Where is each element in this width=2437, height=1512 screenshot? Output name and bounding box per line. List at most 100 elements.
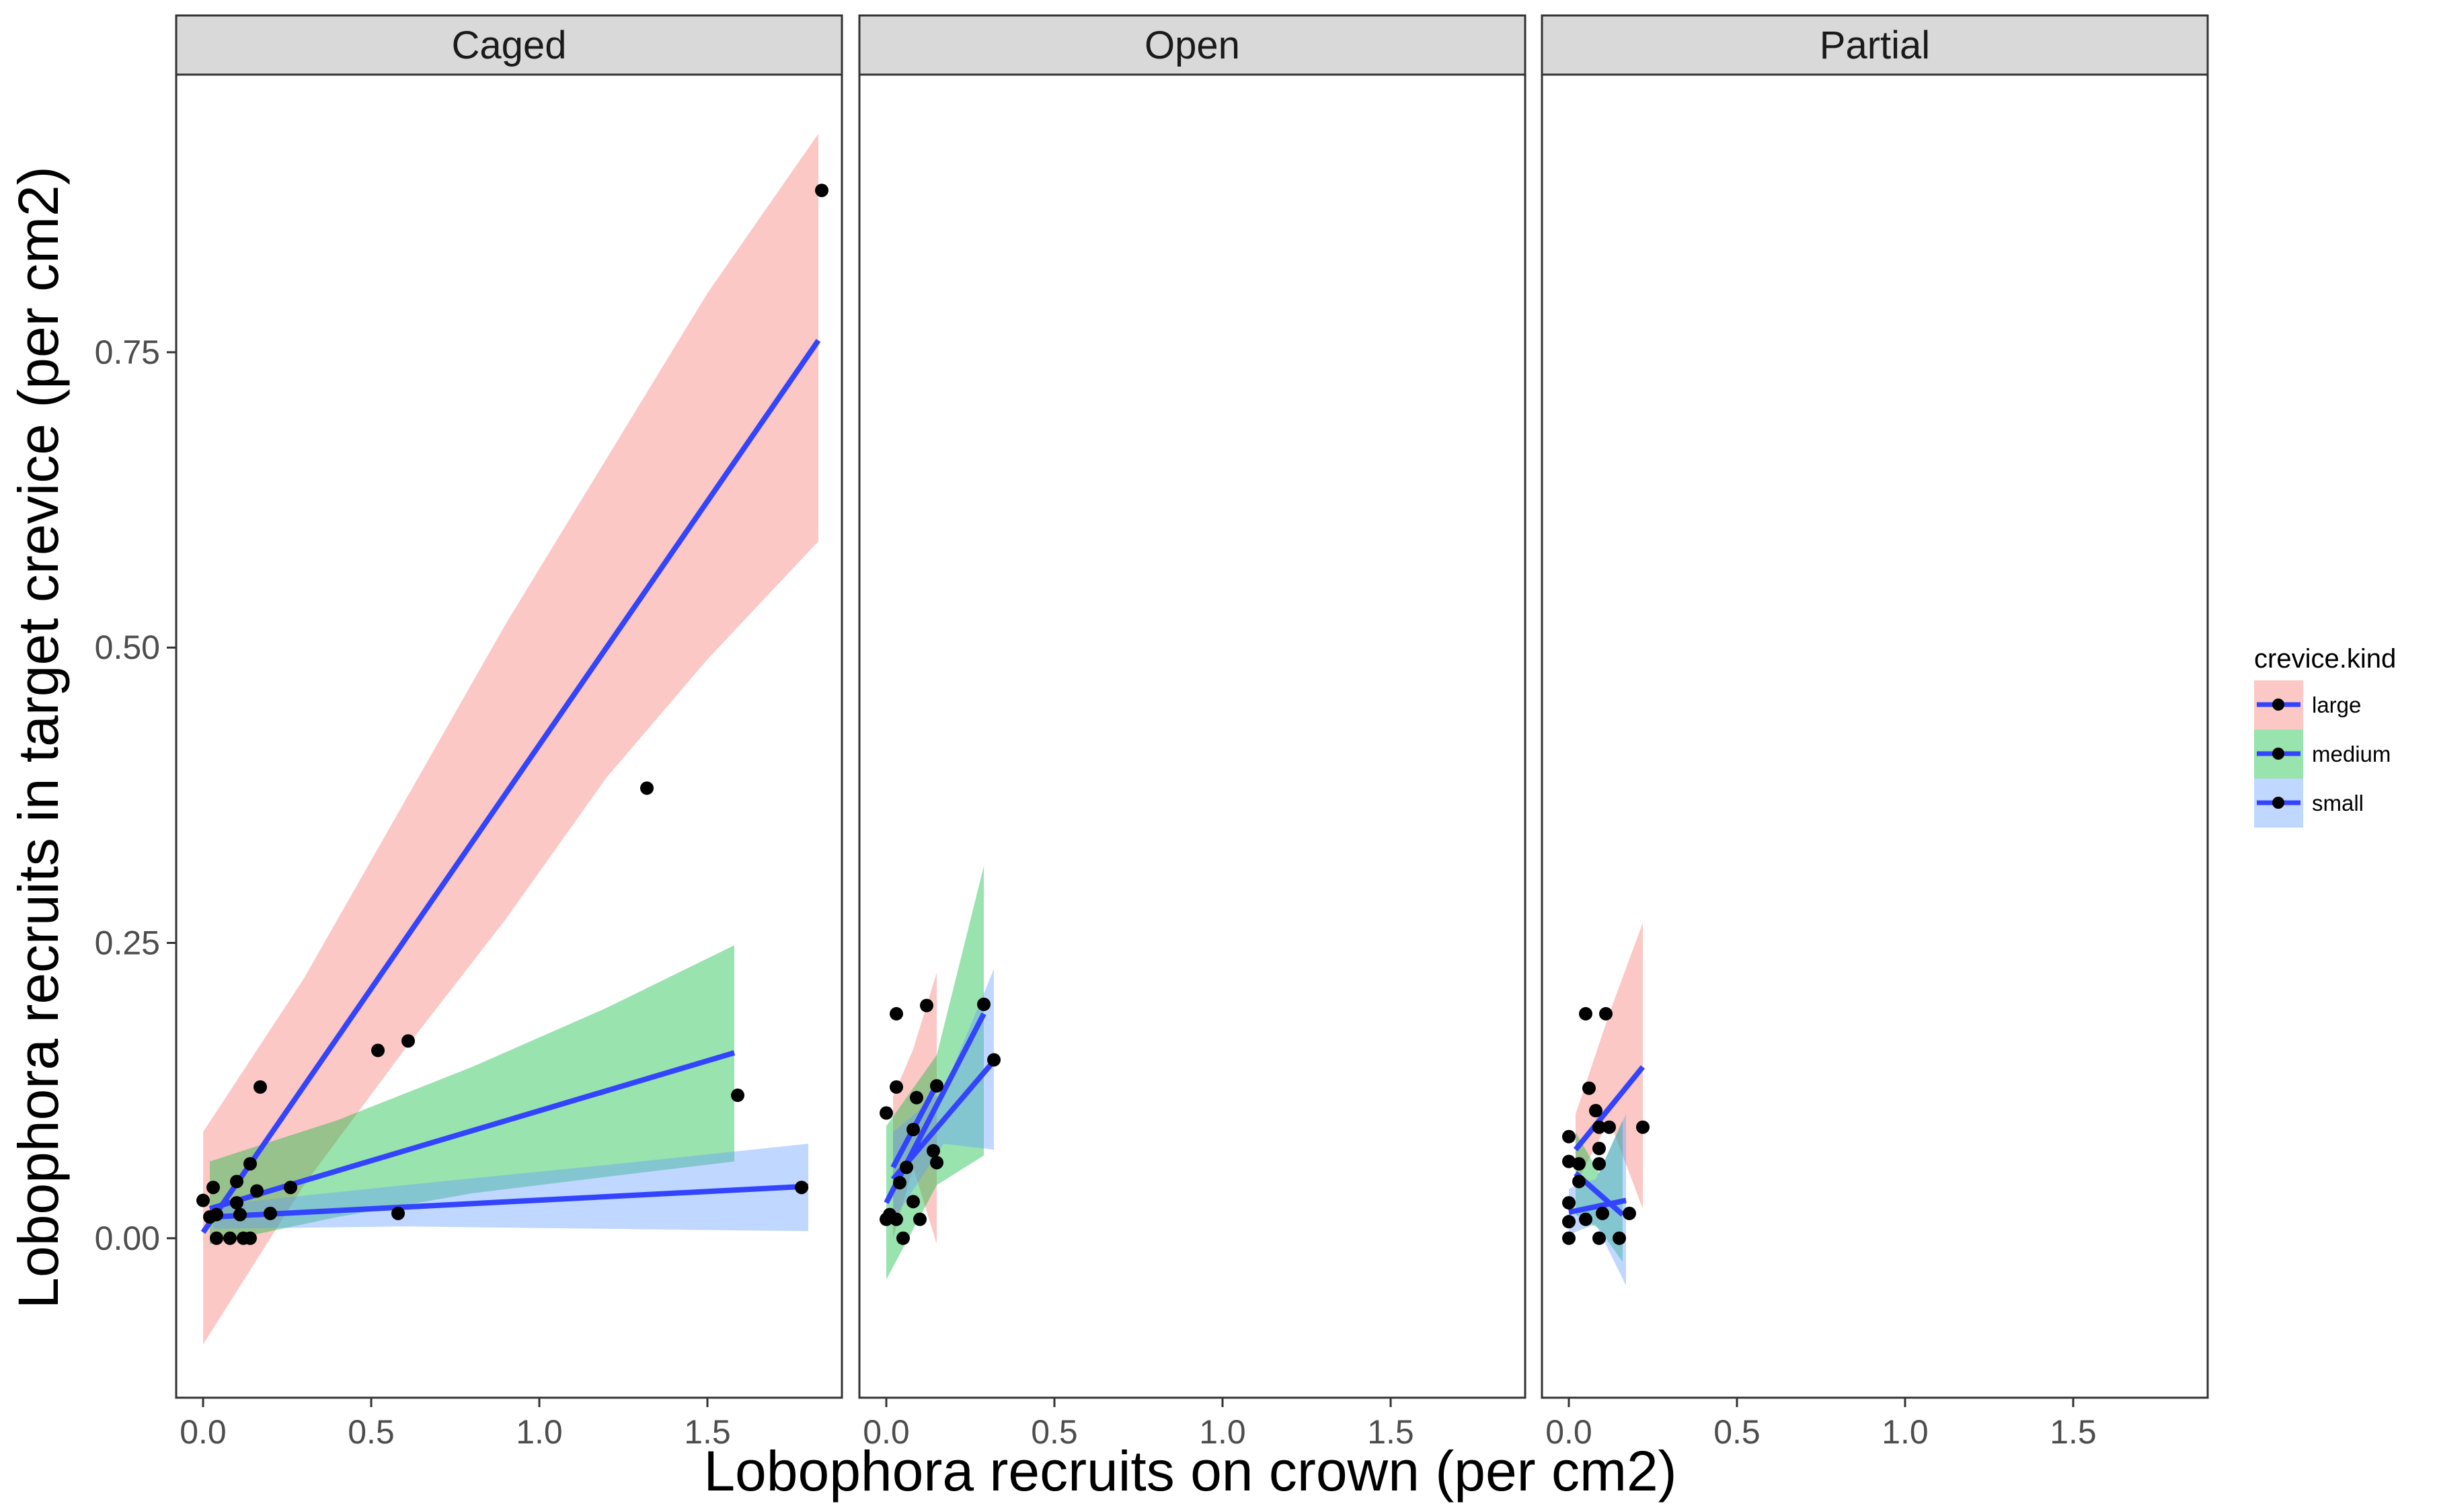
point-open-large-4 — [910, 1090, 923, 1105]
point-partial-small-2 — [1562, 1215, 1576, 1229]
point-open-small-0 — [880, 1212, 893, 1226]
y-tick-label-0: 0.00 — [95, 1220, 160, 1257]
point-partial-large-5 — [1599, 1006, 1613, 1021]
legend: crevice.kind large medium small — [2254, 644, 2396, 828]
point-open-large-2 — [890, 1080, 903, 1094]
panel-content-partial — [1562, 922, 1650, 1286]
panel-partial: Partial 0.0 0.5 1.0 1.5 — [1541, 14, 2209, 1451]
panel-border-partial — [1541, 73, 2209, 1399]
point-caged-large-2 — [206, 1181, 220, 1195]
point-caged-medium-4 — [250, 1184, 264, 1198]
point-partial-small-5 — [1613, 1231, 1626, 1245]
y-axis-title: Lobophora recruits in target crevice (pe… — [7, 166, 70, 1308]
point-open-small-5 — [987, 1053, 1001, 1067]
fit-line-open-small — [890, 1059, 997, 1181]
point-caged-medium-6 — [731, 1088, 744, 1103]
point-open-small-2 — [906, 1123, 920, 1137]
ribbon-open-large — [893, 972, 937, 1244]
fit-line-caged-large — [200, 339, 821, 1234]
ribbon-partial-large — [1576, 922, 1643, 1209]
point-partial-medium-2 — [1572, 1175, 1586, 1189]
point-open-large-1 — [890, 1006, 903, 1021]
strip-label-open: Open — [1145, 24, 1240, 67]
y-tick-label-2: 0.50 — [95, 629, 160, 666]
x-tick-label-partial-3: 1.5 — [2050, 1413, 2097, 1451]
point-caged-medium-3 — [243, 1157, 257, 1171]
point-caged-small-5 — [795, 1181, 808, 1195]
point-open-medium-4 — [913, 1212, 927, 1226]
strip-open — [858, 14, 1526, 76]
point-partial-medium-0 — [1562, 1231, 1576, 1245]
legend-title: crevice.kind — [2254, 644, 2396, 674]
legend-label-small: small — [2312, 791, 2364, 815]
point-open-medium-6 — [930, 1156, 943, 1170]
panel-border-open — [858, 73, 1526, 1399]
point-partial-small-1 — [1562, 1154, 1576, 1168]
point-caged-small-1 — [233, 1207, 247, 1222]
point-partial-large-4 — [1602, 1120, 1616, 1134]
point-open-medium-1 — [890, 1212, 903, 1226]
point-caged-medium-1 — [223, 1231, 237, 1245]
x-axis-title: Lobophora recruits on crown (per cm2) — [703, 1439, 1676, 1503]
x-tick-label-open-2: 1.0 — [1199, 1413, 1246, 1451]
x-tick-label-open-3: 1.5 — [1367, 1413, 1414, 1451]
point-partial-large-1 — [1582, 1081, 1596, 1095]
x-tick-label-caged-3: 1.5 — [684, 1413, 731, 1451]
x-tick-label-open-0: 0.0 — [863, 1413, 910, 1451]
y-axis: 0.00 0.25 0.50 0.75 — [95, 333, 176, 1257]
point-caged-large-3 — [230, 1175, 243, 1189]
point-open-small-3 — [927, 1144, 940, 1158]
point-partial-medium-4 — [1592, 1231, 1606, 1245]
legend-point-medium — [2272, 748, 2284, 760]
point-open-medium-5 — [930, 1079, 943, 1093]
point-partial-small-3 — [1572, 1157, 1586, 1171]
fit-line-partial-small — [1568, 1197, 1627, 1216]
point-caged-large-7 — [401, 1034, 415, 1048]
point-caged-large-0 — [196, 1193, 210, 1207]
point-caged-large-5 — [254, 1080, 267, 1094]
point-partial-medium-5 — [1592, 1142, 1606, 1156]
point-open-large-3 — [900, 1160, 913, 1175]
point-partial-medium-3 — [1579, 1212, 1592, 1226]
point-caged-small-4 — [391, 1206, 405, 1220]
point-caged-small-3 — [264, 1206, 277, 1220]
point-partial-large-6 — [1636, 1120, 1650, 1134]
x-tick-label-partial-1: 0.5 — [1713, 1413, 1761, 1451]
point-partial-medium-6 — [1592, 1157, 1606, 1171]
y-tick-label-3: 0.75 — [95, 333, 160, 371]
legend-label-medium: medium — [2312, 742, 2391, 766]
point-partial-large-2 — [1589, 1104, 1602, 1118]
panel-caged: Caged 0.0 0.5 1.0 1.5 — [175, 14, 843, 1451]
point-open-small-4 — [977, 997, 991, 1011]
fit-line-partial-large — [1573, 1065, 1646, 1152]
point-open-small-1 — [893, 1176, 906, 1190]
legend-point-large — [2272, 699, 2284, 711]
point-caged-large-8 — [640, 781, 654, 795]
strip-caged — [175, 14, 843, 76]
strip-partial — [1541, 14, 2209, 76]
point-caged-medium-0 — [210, 1207, 223, 1222]
point-caged-medium-5 — [284, 1181, 297, 1195]
point-open-medium-2 — [896, 1231, 910, 1245]
point-partial-small-6 — [1623, 1206, 1636, 1220]
x-tick-label-caged-2: 1.0 — [516, 1413, 563, 1451]
point-caged-small-0 — [210, 1231, 223, 1245]
point-caged-small-2 — [243, 1231, 257, 1245]
ribbon-partial-small — [1569, 1114, 1626, 1286]
ribbon-caged-large — [203, 133, 818, 1345]
legend-point-small — [2272, 797, 2284, 809]
x-tick-label-caged-1: 0.5 — [348, 1413, 395, 1451]
point-open-medium-3 — [906, 1195, 920, 1209]
ribbon-open-medium — [886, 866, 984, 1280]
panel-content-caged — [196, 133, 828, 1345]
x-tick-label-open-1: 0.5 — [1031, 1413, 1078, 1451]
point-partial-small-0 — [1562, 1129, 1576, 1144]
point-partial-small-4 — [1596, 1206, 1609, 1220]
y-tick-label-1: 0.25 — [95, 924, 160, 962]
point-open-large-5 — [920, 998, 933, 1012]
point-partial-large-3 — [1592, 1120, 1606, 1134]
point-partial-large-0 — [1579, 1006, 1592, 1021]
point-partial-medium-1 — [1562, 1196, 1576, 1210]
x-tick-label-caged-0: 0.0 — [180, 1413, 227, 1451]
